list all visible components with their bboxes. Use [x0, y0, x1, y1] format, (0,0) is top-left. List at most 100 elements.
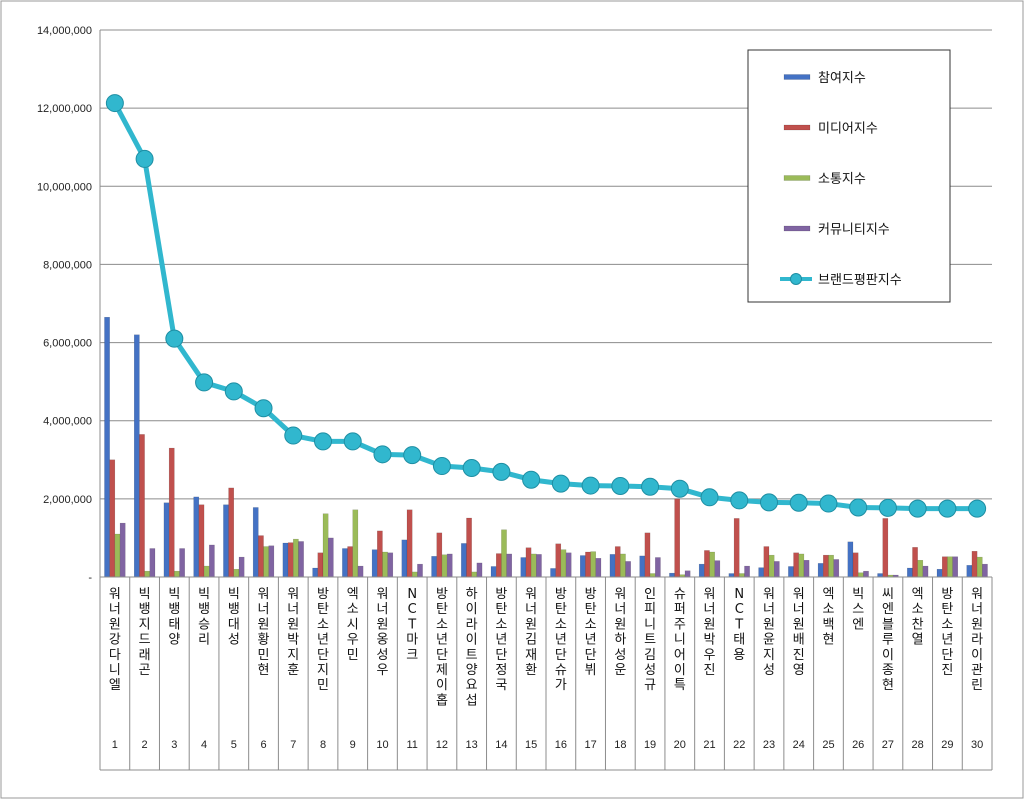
legend-swatch	[783, 74, 811, 80]
bar	[709, 551, 715, 578]
line-point	[968, 499, 987, 518]
rank-label: 16	[555, 739, 567, 751]
bar	[401, 539, 408, 578]
rank-label: 1	[112, 739, 118, 751]
legend-swatch	[783, 225, 811, 232]
bar	[198, 504, 205, 578]
bar	[506, 553, 513, 578]
bar	[847, 541, 854, 578]
bar	[971, 551, 978, 578]
y-axis: - 2,000,000 4,000,000 6,000,000 8,000,000 10,…	[37, 25, 101, 584]
bar	[882, 518, 889, 578]
rank-label: 28	[912, 739, 924, 751]
bar	[828, 554, 834, 578]
y-tick-label: 2,000,000	[43, 494, 92, 506]
bar	[293, 538, 299, 578]
rank-label: 5	[231, 739, 237, 751]
bar	[704, 550, 710, 578]
bar	[312, 567, 319, 578]
bar	[936, 568, 943, 578]
rank-label: 26	[852, 739, 864, 751]
bar	[490, 566, 497, 578]
line-point	[343, 432, 362, 451]
bar	[179, 548, 185, 578]
bar	[282, 542, 289, 578]
bar	[655, 557, 661, 578]
rank-label: 15	[525, 739, 537, 751]
bar	[982, 563, 988, 578]
bar	[163, 502, 170, 578]
rank-label: 29	[941, 739, 953, 751]
y-tick-label: 14,000,000	[37, 25, 92, 37]
bar	[942, 556, 948, 578]
rank-label: 10	[376, 739, 388, 751]
legend-box	[747, 49, 951, 303]
bar	[133, 334, 140, 578]
legend-swatch	[783, 124, 811, 131]
rank-label: 13	[466, 739, 478, 751]
rank-label: 6	[260, 739, 266, 751]
rank-label: 30	[971, 739, 983, 751]
y-tick-label: 8,000,000	[43, 259, 92, 271]
bar	[768, 554, 775, 578]
rank-label: 24	[793, 739, 805, 751]
line-point	[938, 499, 957, 518]
line-point	[611, 476, 630, 495]
line-point	[314, 432, 332, 451]
y-tick-label: 12,000,000	[37, 103, 92, 115]
bar	[342, 548, 348, 578]
bar	[739, 573, 745, 578]
bar	[917, 559, 924, 578]
bar	[357, 565, 364, 578]
legend-label: 브랜드평판지수	[818, 273, 902, 288]
bar	[382, 551, 388, 578]
rank-label: 20	[674, 739, 686, 751]
rank-label: 19	[644, 739, 656, 751]
rank-label: 25	[822, 739, 834, 751]
bar	[228, 487, 235, 578]
bar	[387, 552, 394, 578]
bar	[322, 513, 329, 578]
bar	[966, 565, 973, 578]
bar	[520, 557, 527, 578]
bar	[833, 559, 840, 578]
bar	[525, 547, 532, 578]
rank-label: 21	[703, 739, 715, 751]
rank-label: 12	[436, 739, 448, 751]
bar	[268, 545, 275, 578]
bar	[817, 563, 824, 578]
bar	[328, 537, 334, 578]
bar	[461, 543, 467, 578]
legend-label: 참여지수	[818, 71, 866, 86]
bar	[352, 509, 359, 578]
y-tick-label: 6,000,000	[43, 338, 92, 350]
line-point	[878, 498, 897, 517]
bar	[317, 552, 324, 578]
bar	[788, 566, 794, 578]
line-point	[195, 373, 214, 392]
line-point	[403, 446, 422, 465]
line-point	[641, 477, 660, 496]
rank-label: 22	[733, 739, 745, 751]
bar	[585, 551, 591, 578]
bar	[595, 558, 602, 578]
bar	[565, 552, 572, 578]
bar	[501, 529, 507, 578]
brand-index-line	[105, 94, 987, 518]
legend-label: 미디어지수	[818, 122, 878, 137]
line-point	[908, 499, 927, 518]
bar	[436, 532, 443, 578]
line-point	[373, 445, 392, 464]
